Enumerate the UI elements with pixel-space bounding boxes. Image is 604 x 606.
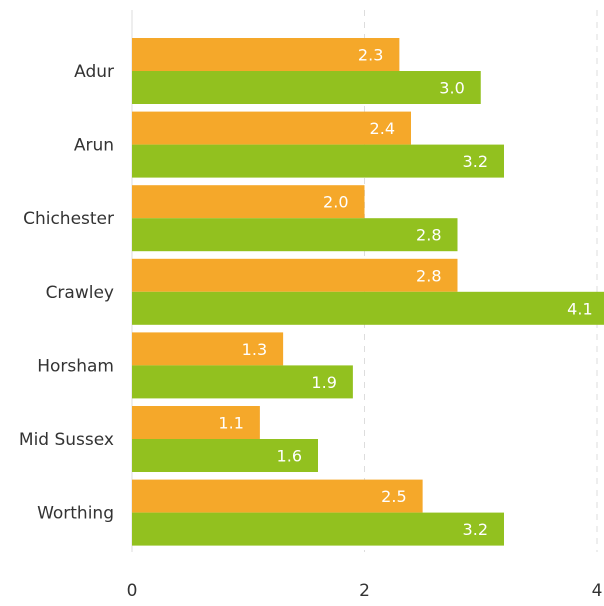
x-tick-label-1: 2 [359, 581, 370, 601]
category-labels: Adur Arun Chichester Crawley Horsham Mid Suss… [19, 62, 114, 524]
x-axis-ticks: 0 2 4 [127, 581, 603, 601]
category-label-6: Worthing [37, 504, 114, 524]
category-label-0: Adur [74, 62, 114, 82]
bar-3-0 [132, 258, 458, 292]
category-label-3: Crawley [46, 283, 114, 303]
bars: 2.3 3.0 2.4 3.2 2.0 2.8 2.8 4.1 1.3 1.9 1.1 1.6 2.5 3… [132, 38, 604, 546]
bar-6-0 [132, 479, 423, 513]
data-label-2-0: 2.0 [323, 193, 348, 212]
bar-0-1 [132, 71, 481, 104]
bar-5-0 [132, 406, 260, 439]
data-label-5-0: 1.1 [218, 414, 243, 433]
category-label-4: Horsham [37, 356, 114, 376]
x-tick-label-0: 0 [127, 581, 138, 601]
bar-4-0 [132, 332, 284, 366]
data-label-2-1: 2.8 [416, 226, 441, 245]
data-label-1-1: 3.2 [463, 152, 488, 171]
bar-2-0 [132, 185, 365, 219]
data-label-3-0: 2.8 [416, 266, 441, 285]
data-label-6-1: 3.2 [463, 520, 488, 539]
data-label-3-1: 4.1 [567, 299, 592, 318]
category-label-1: Arun [74, 136, 114, 156]
category-label-2: Chichester [23, 209, 114, 229]
bar-0-0 [132, 38, 400, 71]
data-label-4-0: 1.3 [242, 340, 267, 359]
data-label-0-0: 2.3 [358, 46, 383, 65]
bar-1-1 [132, 144, 504, 178]
data-label-6-0: 2.5 [381, 487, 406, 506]
x-tick-label-2: 4 [592, 581, 603, 601]
data-label-0-1: 3.0 [439, 79, 464, 98]
data-label-4-1: 1.9 [311, 373, 336, 392]
data-label-1-0: 2.4 [370, 119, 395, 138]
data-label-5-1: 1.6 [277, 447, 302, 466]
bar-6-1 [132, 512, 504, 546]
bar-1-0 [132, 111, 411, 145]
bar-5-1 [132, 439, 318, 472]
bar-3-1 [132, 291, 604, 325]
bar-4-1 [132, 365, 353, 399]
bar-2-1 [132, 218, 458, 252]
category-label-5: Mid Sussex [19, 430, 114, 450]
